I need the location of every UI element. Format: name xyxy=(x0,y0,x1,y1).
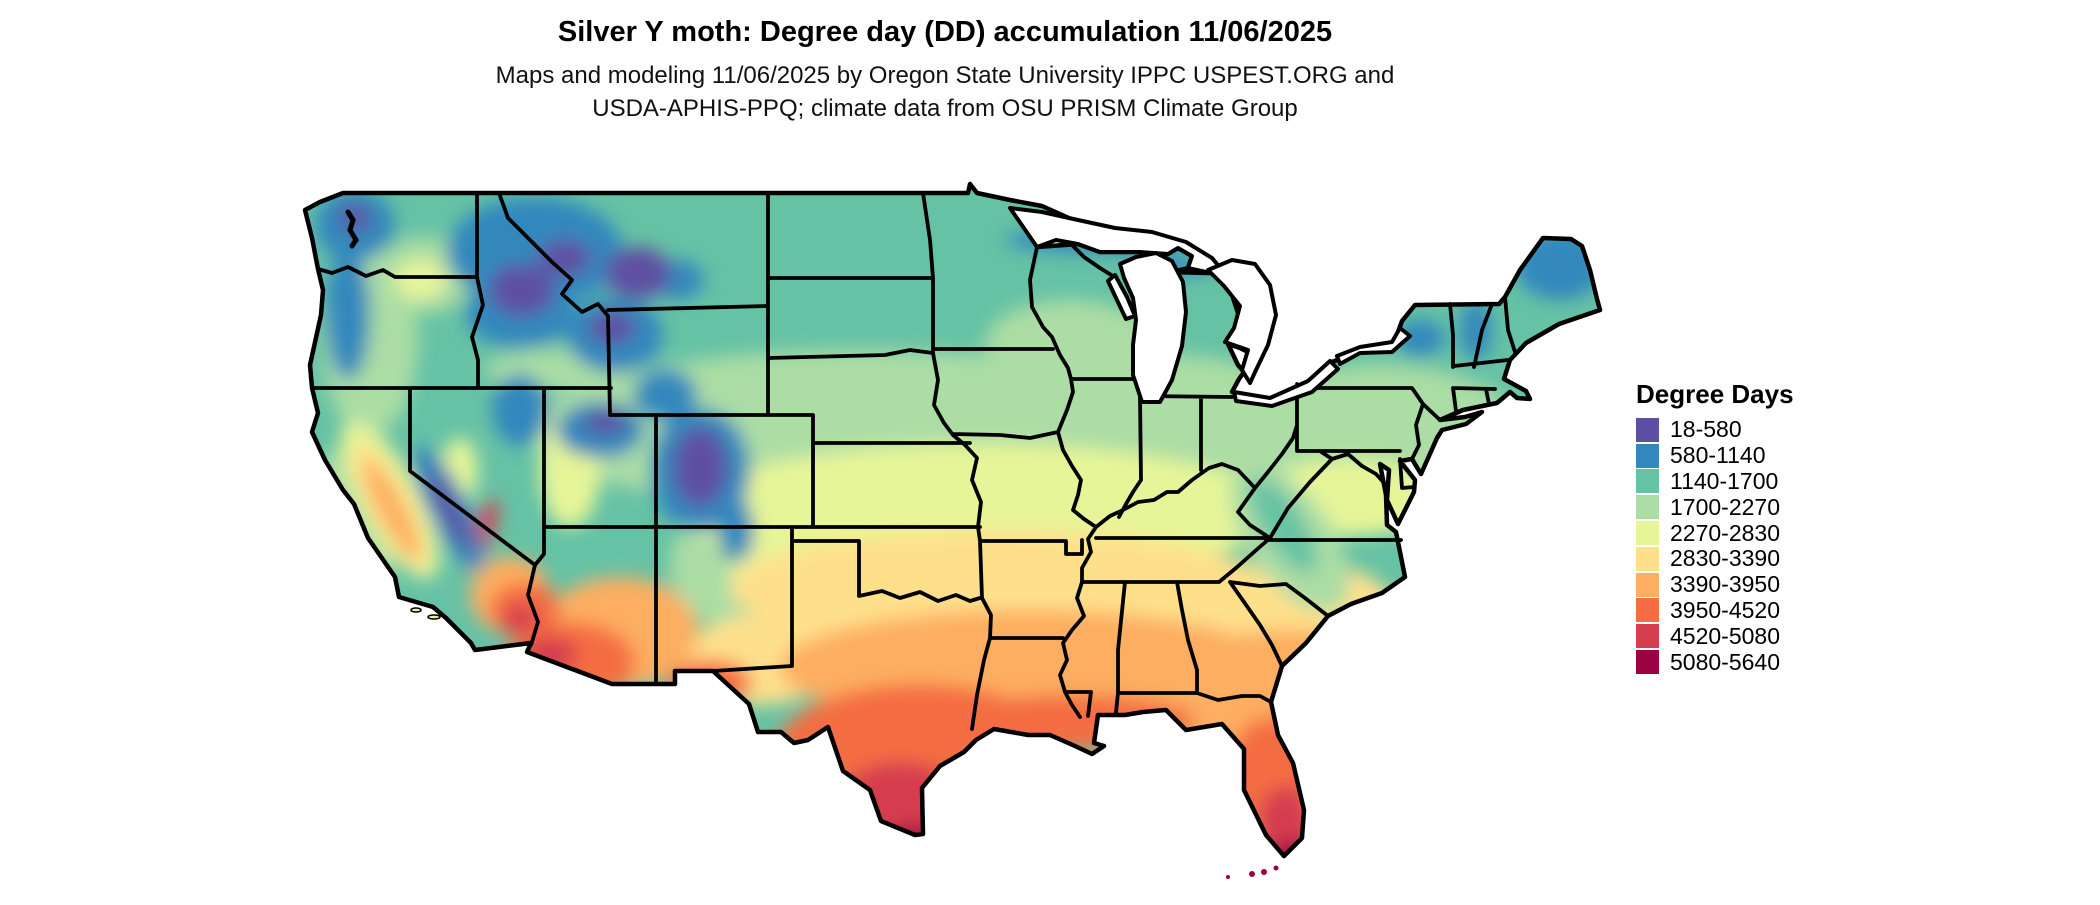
legend-item: 4520-5080 xyxy=(1636,623,1886,649)
legend-item: 2830-3390 xyxy=(1636,545,1886,572)
channel-islands xyxy=(410,607,441,620)
legend-title: Degree Days xyxy=(1636,379,1794,409)
legend-label: 1700-2270 xyxy=(1670,493,1780,520)
legend-swatch xyxy=(1636,495,1659,520)
map-svg xyxy=(302,181,1603,879)
legend-label: 3950-4520 xyxy=(1670,596,1780,623)
lake-superior xyxy=(1008,206,1224,274)
legend-swatch xyxy=(1636,572,1659,597)
legend-swatch xyxy=(1636,546,1659,571)
lake-erie xyxy=(1232,359,1340,408)
florida-keys xyxy=(1226,865,1279,879)
map-title: Silver Y moth: Degree day (DD) accumulat… xyxy=(557,16,1333,48)
legend-label: 18-580 xyxy=(1670,416,1742,443)
legend-item: 5080-5640 xyxy=(1636,649,1886,675)
legend-item: 2270-2830 xyxy=(1636,520,1886,546)
lake-ontario xyxy=(1335,326,1412,366)
great-lakes xyxy=(1008,206,1412,408)
lake-michigan xyxy=(1118,251,1188,404)
legend-items: 18-580 580-1140 1140-1700 1700-2270 2270-283… xyxy=(1636,416,1886,675)
legend-label: 4520-5080 xyxy=(1670,622,1780,649)
legend-label: 580-1140 xyxy=(1670,442,1766,469)
us-degree-day-map xyxy=(220,140,1620,900)
legend-swatch xyxy=(1636,598,1659,623)
legend-item: 1700-2270 xyxy=(1636,494,1886,520)
legend-label: 5080-5640 xyxy=(1670,648,1780,675)
legend-label: 1140-1700 xyxy=(1670,468,1779,494)
legend-item: 18-580 xyxy=(1636,416,1886,443)
legend-label: 2270-2830 xyxy=(1670,519,1780,546)
legend-label: 3390-3950 xyxy=(1670,571,1780,598)
legend-swatch xyxy=(1636,650,1659,675)
degree-day-raster xyxy=(305,184,1600,856)
legend-item: 3950-4520 xyxy=(1636,596,1886,624)
legend: Degree Days 18-580 580-1140 1140-1700 1700-… xyxy=(1636,379,1886,675)
lake-huron xyxy=(1206,258,1278,385)
legend-swatch xyxy=(1636,417,1659,442)
puget-sound xyxy=(345,209,359,249)
legend-item: 1140-1700 xyxy=(1636,468,1886,495)
map-subtitle: Maps and modeling 11/06/2025 by Oregon S… xyxy=(0,59,1890,125)
legend-item: 3390-3950 xyxy=(1636,571,1886,598)
subtitle-line-1: Maps and modeling 11/06/2025 by Oregon S… xyxy=(495,62,1395,89)
legend-swatch xyxy=(1636,521,1659,546)
legend-item: 580-1140 xyxy=(1636,442,1886,469)
green-bay xyxy=(1106,273,1137,321)
legend-swatch xyxy=(1636,624,1659,649)
legend-swatch xyxy=(1636,443,1659,468)
state-borders xyxy=(310,191,1517,731)
subtitle-line-2: USDA-APHIS-PPQ; climate data from OSU PR… xyxy=(592,95,1298,122)
legend-swatch xyxy=(1636,469,1659,494)
legend-label: 2830-3390 xyxy=(1670,545,1780,572)
